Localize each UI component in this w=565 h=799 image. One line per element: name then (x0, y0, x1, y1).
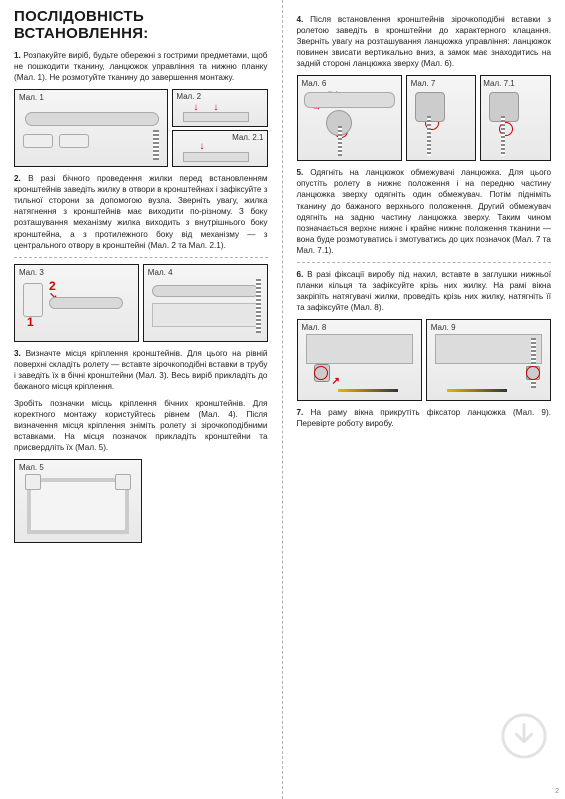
figure-7-1: Мал. 7.1 (480, 75, 551, 161)
figure-label: Мал. 4 (148, 268, 173, 277)
step-3-text: 3. Визначте місця кріплення кронштейнів.… (14, 348, 268, 392)
figure-row-2: Мал. 3 2 1 ↘ Мал. 4 (14, 264, 268, 342)
figure-label: Мал. 8 (302, 323, 327, 332)
figure-label: Мал. 1 (19, 93, 44, 102)
step-7-text: 7. На раму вікна прикрутіть фіксатор лан… (297, 407, 552, 429)
step-6-text: 6. В разі фіксації виробу під нахил, вст… (297, 269, 552, 313)
step-4-text: 4. Після встановлення кронштейнів зірочк… (297, 14, 552, 69)
figure-row-3: Мал. 6 click → Мал. 7 Мал. 7.1 (297, 75, 552, 161)
figure-label: Мал. 2 (176, 92, 201, 101)
red-arrow-icon: ↓ (199, 141, 204, 152)
figure-7: Мал. 7 (406, 75, 477, 161)
red-circle-icon (314, 366, 328, 380)
figure-label: Мал. 7 (411, 79, 436, 88)
figure-1: Мал. 1 (14, 89, 168, 167)
figure-6: Мал. 6 click → (297, 75, 402, 161)
figure-8: Мал. 8 ↗ (297, 319, 422, 401)
figure-5: Мал. 5 (14, 459, 142, 543)
page-container: ПОСЛІДОВНІСТЬ ВСТАНОВЛЕННЯ: 1. Розпакуйт… (0, 0, 565, 799)
figure-4: Мал. 4 (143, 264, 268, 342)
figure-2: Мал. 2 ↓ ↓ (172, 89, 267, 127)
divider (297, 262, 552, 263)
watermark-icon (501, 713, 547, 759)
figure-3: Мал. 3 2 1 ↘ (14, 264, 139, 342)
figure-row-1: Мал. 1 Мал. 2 ↓ ↓ Мал. 2.1 ↓ (14, 89, 268, 167)
page-number: 2 (555, 788, 559, 795)
red-circle-icon (526, 366, 540, 380)
step-1-text: 1. Розпакуйте виріб, будьте обережні з г… (14, 50, 268, 83)
left-column: ПОСЛІДОВНІСТЬ ВСТАНОВЛЕННЯ: 1. Розпакуйт… (0, 0, 283, 799)
figure-label: Мал. 2.1 (232, 133, 263, 142)
divider (14, 257, 268, 258)
figure-label: Мал. 7.1 (483, 79, 514, 88)
page-title: ПОСЛІДОВНІСТЬ ВСТАНОВЛЕННЯ: (14, 8, 268, 42)
figure-label: Мал. 3 (19, 268, 44, 277)
step-5-text: 5. Одягніть на ланцюжок обмежувачі ланцю… (297, 167, 552, 256)
figure-label: Мал. 5 (19, 463, 44, 472)
callout-1: 1 (27, 315, 34, 329)
figure-row-4: Мал. 8 ↗ Мал. 9 (297, 319, 552, 401)
figure-label: Мал. 6 (302, 79, 327, 88)
step-3b-text: Зробіть позначки місць кріплення бічних … (14, 398, 268, 453)
red-arrow-icon: ↗ (332, 376, 340, 387)
step-2-text: 2. В разі бічного проведення жилки перед… (14, 173, 268, 250)
figure-label: Мал. 9 (431, 323, 456, 332)
figure-2-1: Мал. 2.1 ↓ (172, 130, 267, 168)
right-column: 4. Після встановлення кронштейнів зірочк… (283, 0, 565, 799)
figure-9: Мал. 9 (426, 319, 551, 401)
